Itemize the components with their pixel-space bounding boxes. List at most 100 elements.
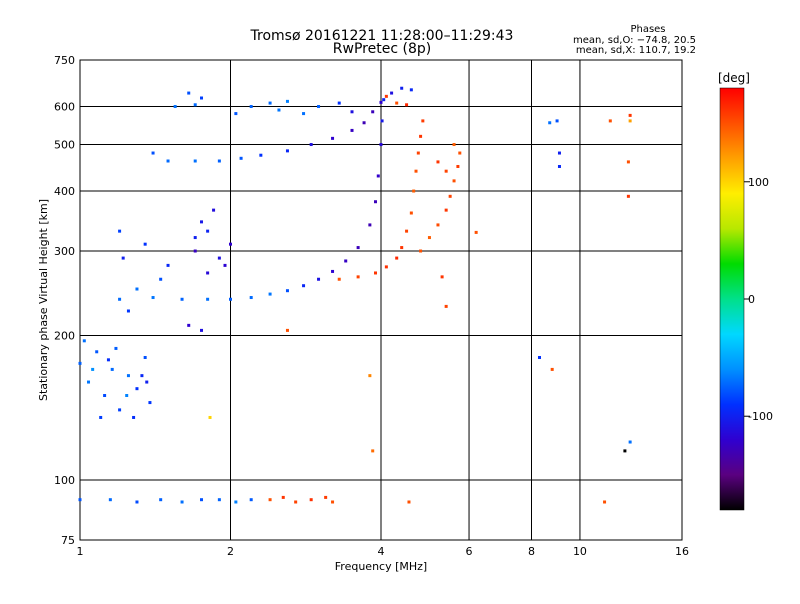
data-point — [126, 309, 130, 313]
stats-line-o: mean, sd,O: −74.8, 20.5 — [573, 35, 696, 46]
data-point — [206, 229, 210, 233]
data-point — [405, 229, 409, 233]
data-point — [87, 380, 91, 384]
data-point — [285, 149, 289, 153]
data-point — [350, 110, 354, 114]
y-tick-label: 200 — [54, 330, 75, 343]
data-point — [400, 246, 404, 250]
data-point — [118, 408, 122, 412]
data-point — [180, 297, 184, 301]
data-point — [452, 143, 456, 147]
data-point — [412, 189, 416, 193]
data-point — [143, 355, 147, 359]
y-axis-ticks: 75 100 200 300 400 500 600 750 — [54, 54, 75, 547]
y-tick-label: 400 — [54, 185, 75, 198]
data-point — [187, 323, 191, 327]
data-point — [344, 259, 348, 263]
y-axis-label: Stationary phase Virtual Height [km] — [37, 199, 50, 401]
x-axis-label: Frequency [MHz] — [335, 560, 427, 573]
data-point — [390, 91, 394, 95]
data-point — [414, 169, 418, 173]
data-point — [180, 500, 184, 504]
data-point — [268, 292, 272, 296]
data-point — [356, 275, 360, 279]
data-point — [548, 121, 552, 125]
data-point — [537, 355, 541, 359]
data-point — [337, 277, 341, 281]
data-point — [555, 119, 559, 123]
x-axis-ticks: 1 2 4 6 8 10 16 — [77, 545, 690, 558]
data-point — [436, 223, 440, 227]
data-point — [331, 269, 335, 273]
data-point — [628, 119, 632, 123]
y-tick-label: 500 — [54, 139, 75, 152]
data-point — [444, 169, 448, 173]
x-tick-label: 16 — [675, 545, 689, 558]
data-point — [302, 284, 306, 288]
data-point — [427, 236, 431, 240]
data-point — [200, 328, 204, 332]
data-point — [368, 223, 372, 227]
data-point — [317, 105, 321, 109]
data-point — [337, 101, 341, 105]
data-point — [409, 88, 413, 92]
data-point — [106, 358, 110, 362]
data-point — [114, 346, 118, 350]
data-point — [187, 91, 191, 95]
data-point — [145, 380, 149, 384]
x-tick-label: 2 — [227, 545, 234, 558]
data-point — [143, 242, 147, 246]
colorbar-tick-label: 100 — [748, 176, 769, 189]
data-point — [331, 500, 335, 504]
data-point — [78, 498, 82, 502]
data-point — [277, 108, 281, 112]
data-point — [421, 119, 425, 123]
data-point — [173, 105, 177, 109]
data-point — [217, 498, 221, 502]
data-point — [121, 256, 125, 260]
data-point — [200, 96, 204, 100]
x-tick-label: 8 — [528, 545, 535, 558]
data-point — [99, 415, 103, 419]
data-point — [229, 297, 232, 301]
data-point — [259, 153, 263, 157]
data-point — [324, 495, 328, 499]
data-point — [371, 449, 375, 453]
data-point — [368, 374, 372, 378]
data-point — [374, 271, 378, 275]
data-point — [384, 94, 388, 98]
data-point — [623, 449, 627, 453]
data-point — [217, 159, 221, 163]
data-point — [249, 296, 253, 300]
data-point — [440, 275, 444, 279]
data-point — [309, 143, 313, 147]
data-point — [132, 415, 136, 419]
data-point — [249, 498, 253, 502]
data-point — [268, 498, 272, 502]
data-point — [208, 415, 212, 419]
data-point — [193, 103, 197, 107]
colorbar-tick-label: 0 — [748, 293, 755, 306]
data-point — [557, 151, 561, 155]
data-point — [474, 230, 478, 234]
chart-title: Tromsø 20161221 11:28:00–11:29:43 — [250, 28, 514, 44]
data-point — [159, 277, 163, 281]
data-point — [395, 256, 399, 260]
y-tick-label: 100 — [54, 474, 75, 487]
data-point — [628, 113, 632, 117]
data-point — [78, 361, 82, 365]
colorbar-ticks: 100 0 -100 — [744, 176, 773, 423]
data-point — [362, 121, 366, 125]
x-tick-label: 4 — [378, 545, 385, 558]
data-point — [159, 498, 163, 502]
data-point — [405, 103, 409, 107]
data-point — [628, 440, 632, 444]
data-point — [448, 194, 452, 198]
data-point — [135, 287, 139, 291]
data-point — [285, 99, 289, 103]
colorbar-tick-label: -100 — [748, 410, 773, 423]
data-point — [166, 159, 170, 163]
y-tick-label: 600 — [54, 101, 75, 114]
data-point — [557, 164, 561, 168]
